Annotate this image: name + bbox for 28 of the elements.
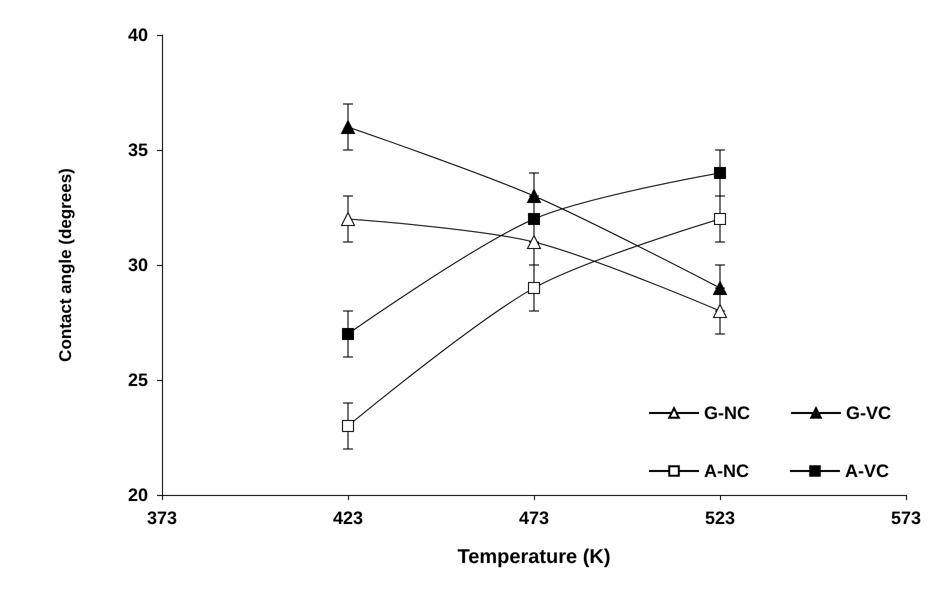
point (341, 212, 355, 226)
y-tick-label: 40 (128, 25, 148, 45)
legend-label: A-NC (704, 461, 750, 481)
x-tick-label: 573 (890, 508, 922, 528)
point (341, 120, 355, 134)
legend-label: G-VC (846, 403, 891, 423)
y-tick-label: 20 (128, 485, 148, 505)
point (528, 213, 540, 225)
y-axis-title: Contact angle (degrees) (56, 168, 75, 362)
point (342, 328, 354, 340)
point (527, 189, 541, 203)
x-axis-title: Temperature (K) (458, 546, 610, 568)
point (714, 167, 726, 179)
point (714, 213, 726, 225)
point (713, 281, 727, 295)
point (713, 304, 727, 318)
x-tick-label: 523 (704, 508, 736, 528)
point (528, 282, 540, 294)
x-tick-label: 373 (146, 508, 178, 528)
x-tick-label: 423 (332, 508, 364, 528)
legend-label: G-NC (704, 403, 750, 423)
x-tick-label: 473 (518, 508, 550, 528)
y-tick-label: 25 (128, 370, 148, 390)
y-tick-label: 35 (128, 140, 148, 160)
point (527, 235, 541, 249)
y-tick-label: 30 (128, 255, 148, 275)
legend-label: A-VC (845, 461, 889, 481)
point (342, 420, 354, 432)
